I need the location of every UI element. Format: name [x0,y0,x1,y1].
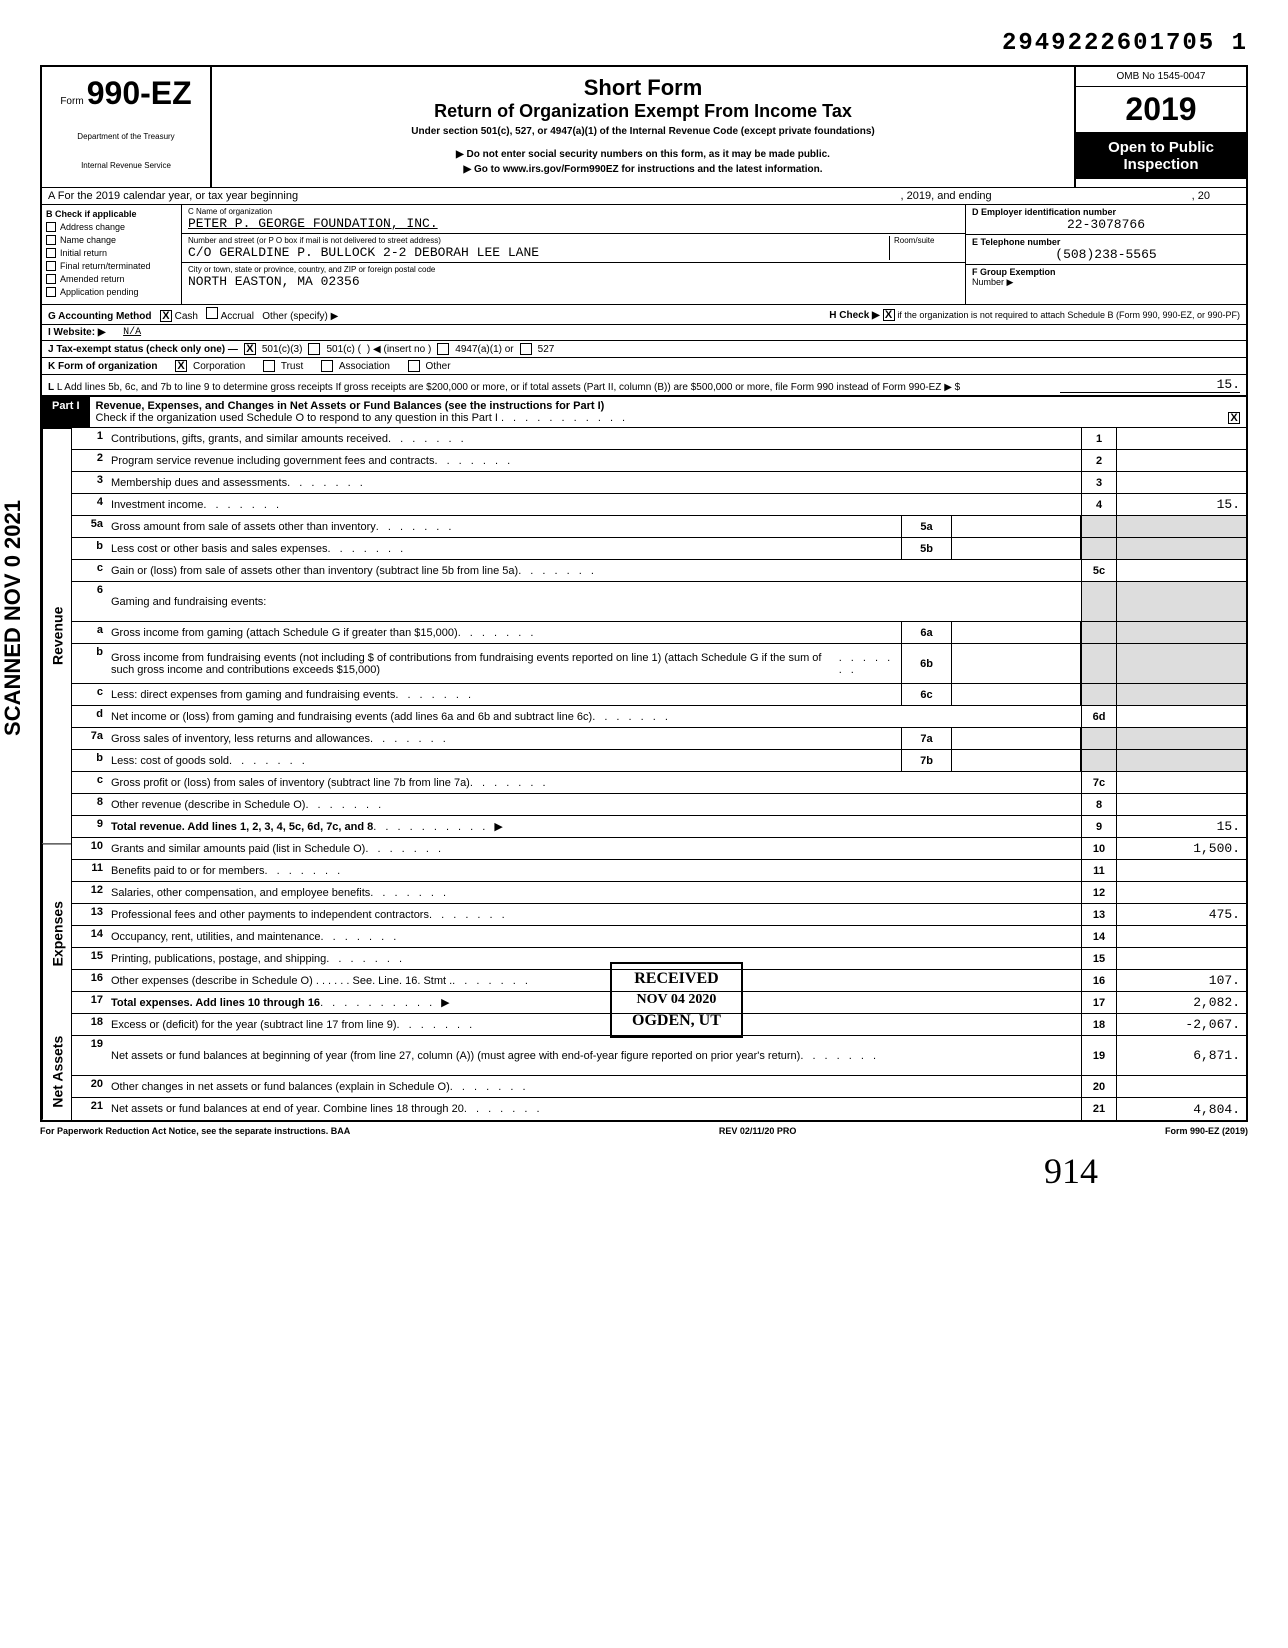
ein-value: 22-3078766 [972,217,1240,232]
line-l11: 11Benefits paid to or for members . . . … [72,860,1246,882]
line-l6a: aGross income from gaming (attach Schedu… [72,622,1246,644]
part-1-title: Revenue, Expenses, and Changes in Net As… [96,400,605,412]
line-l12: 12Salaries, other compensation, and empl… [72,882,1246,904]
title-under-section: Under section 501(c), 527, or 4947(a)(1)… [220,126,1066,137]
part-1-check-text: Check if the organization used Schedule … [96,412,498,424]
cb-other[interactable] [408,360,420,372]
title-short-form: Short Form [220,75,1066,101]
form-header: Form 990-EZ Department of the Treasury I… [40,65,1248,187]
title-ssn-warning: ▶ Do not enter social security numbers o… [220,149,1066,160]
line-l6c: cLess: direct expenses from gaming and f… [72,684,1246,706]
line-l9: 9Total revenue. Add lines 1, 2, 3, 4, 5c… [72,816,1246,838]
tax-year: 2019 [1076,87,1246,133]
cb-corporation[interactable]: X [175,360,187,372]
side-expenses: Expenses [42,843,72,1023]
cb-amended-return[interactable] [46,274,56,284]
omb-number: OMB No 1545-0047 [1076,67,1246,87]
room-label: Room/suite [894,236,959,245]
cb-schedule-o[interactable]: X [1228,412,1240,424]
line-l6b: bGross income from fundraising events (n… [72,644,1246,684]
form-prefix: Form [60,96,83,107]
line-l7c: cGross profit or (loss) from sales of in… [72,772,1246,794]
meta-section: G Accounting Method X Cash Accrual Other… [40,304,1248,375]
line-l14: 14Occupancy, rent, utilities, and mainte… [72,926,1246,948]
line-l2: 2Program service revenue including gover… [72,450,1246,472]
line-l6d: dNet income or (loss) from gaming and fu… [72,706,1246,728]
footer-paperwork: For Paperwork Reduction Act Notice, see … [40,1126,350,1136]
line-l13: 13Professional fees and other payments t… [72,904,1246,926]
open-to-public: Open to Public [1082,139,1240,156]
line-l8: 8Other revenue (describe in Schedule O) … [72,794,1246,816]
org-name-label: C Name of organization [188,207,959,216]
row-l: L L Add lines 5b, 6c, and 7b to line 9 t… [40,375,1248,397]
website-label: I Website: ▶ [48,327,106,338]
footer: For Paperwork Reduction Act Notice, see … [40,1122,1248,1140]
line-l7b: bLess: cost of goods sold . . . . . . .7… [72,750,1246,772]
cb-final-return[interactable] [46,261,56,271]
title-website: ▶ Go to www.irs.gov/Form990EZ for instru… [220,164,1066,175]
inspection: Inspection [1082,156,1240,173]
received-stamp: RECEIVED NOV 04 2020 OGDEN, UT [610,962,743,1038]
row-a-tax-year: A For the 2019 calendar year, or tax yea… [40,187,1248,204]
cb-501c[interactable] [308,343,320,355]
h-check-label: H Check ▶ [829,310,879,321]
line-l10: 10Grants and similar amounts paid (list … [72,838,1246,860]
line-l5c: cGain or (loss) from sale of assets othe… [72,560,1246,582]
line-l1: 1Contributions, gifts, grants, and simil… [72,428,1246,450]
cb-application-pending[interactable] [46,287,56,297]
cb-schedule-b[interactable]: X [883,309,895,321]
info-grid: B Check if applicable Address change Nam… [40,204,1248,304]
line-l5a: 5aGross amount from sale of assets other… [72,516,1246,538]
footer-form: Form 990-EZ (2019) [1165,1126,1248,1136]
accounting-method-label: G Accounting Method [48,311,152,322]
handwritten-initials: 914 [40,1140,1248,1192]
city-label: City or town, state or province, country… [188,265,959,274]
cb-trust[interactable] [263,360,275,372]
tel-label: E Telephone number [972,237,1240,247]
side-revenue: Revenue [42,428,72,843]
cb-address-change[interactable] [46,222,56,232]
line-l5b: bLess cost or other basis and sales expe… [72,538,1246,560]
cb-accrual[interactable] [206,307,218,319]
side-net-assets: Net Assets [42,1023,72,1120]
ein-label: D Employer identification number [972,207,1240,217]
document-id: 2949222601705 1 [40,30,1248,57]
cb-association[interactable] [321,360,333,372]
group-number-label: Number ▶ [972,277,1240,288]
addr-label: Number and street (or P O box if mail is… [188,236,889,245]
city-value: NORTH EASTON, MA 02356 [188,274,959,289]
cb-initial-return[interactable] [46,248,56,258]
footer-rev: REV 02/11/20 PRO [719,1126,797,1136]
group-exempt-label: F Group Exemption [972,267,1240,277]
dept-treasury: Department of the Treasury [50,132,202,141]
line-l7a: 7aGross sales of inventory, less returns… [72,728,1246,750]
tax-status-label: J Tax-exempt status (check only one) — [48,344,238,355]
cb-527[interactable] [520,343,532,355]
website-value: N/A [123,327,141,338]
title-return: Return of Organization Exempt From Incom… [220,101,1066,122]
cb-cash[interactable]: X [160,310,172,322]
scanned-stamp: SCANNED NOV 0 2021 [0,500,26,736]
cb-4947[interactable] [437,343,449,355]
cb-501c3[interactable]: X [244,343,256,355]
tel-value: (508)238-5565 [972,247,1240,262]
org-name-value: PETER P. GEORGE FOUNDATION, INC. [188,216,959,231]
dept-irs: Internal Revenue Service [50,161,202,170]
line-l19: 19Net assets or fund balances at beginni… [72,1036,1246,1076]
line-l21: 21Net assets or fund balances at end of … [72,1098,1246,1120]
addr-value: C/O GERALDINE P. BULLOCK 2-2 DEBORAH LEE… [188,245,889,260]
line-l6: 6Gaming and fundraising events: [72,582,1246,622]
line-l4: 4Investment income . . . . . . .415. [72,494,1246,516]
line-l20: 20Other changes in net assets or fund ba… [72,1076,1246,1098]
form-of-org-label: K Form of organization [48,361,157,372]
cb-name-change[interactable] [46,235,56,245]
line-l3: 3Membership dues and assessments . . . .… [72,472,1246,494]
col-b-title: B Check if applicable [46,209,177,219]
form-number: 990-EZ [87,75,192,111]
gross-receipts-value: 15. [1060,377,1240,393]
part-1-label: Part I [42,397,90,427]
part-1-header: Part I Revenue, Expenses, and Changes in… [40,397,1248,428]
